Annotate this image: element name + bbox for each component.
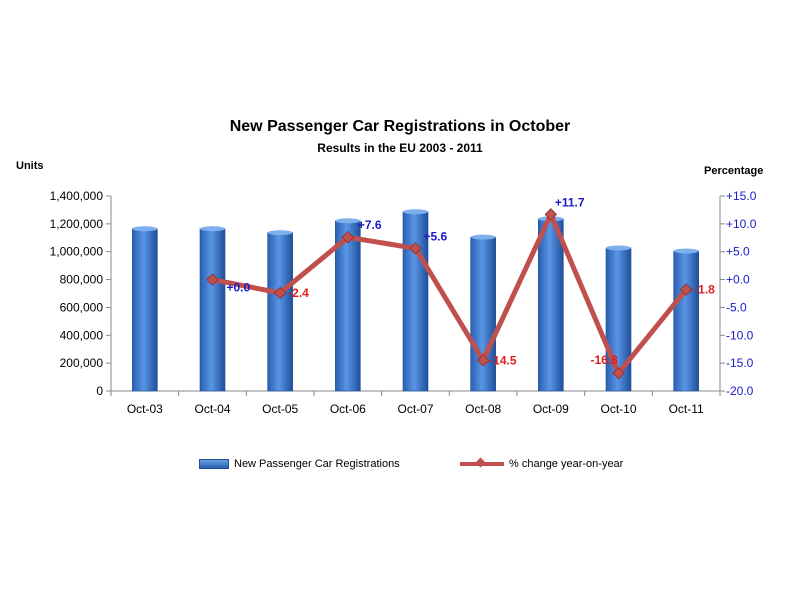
legend-item-bars: New Passenger Car Registrations [199,458,400,470]
line-series [212,211,689,376]
y2-tick-label: -5.0 [726,300,747,314]
y-tick-label: 600,000 [60,300,104,314]
bar [199,228,226,392]
y2-tick-label: -10.0 [726,328,754,342]
data-label: -2.4 [288,286,309,300]
legend-swatch-bars [199,459,229,469]
x-tick-label: Oct-09 [533,402,569,416]
chart-title: New Passenger Car Registrations in Octob… [229,118,571,135]
y-tick-label: 1,400,000 [50,189,104,203]
data-label: -1.8 [694,283,715,297]
bar-top [335,218,361,224]
bar-top [606,245,631,251]
bar [267,232,293,392]
line-point [612,366,625,380]
line-point [341,231,355,244]
line-point [206,273,219,286]
x-tick-label: Oct-05 [262,402,298,416]
bar-top [132,226,158,232]
data-label: -16.8 [591,353,619,367]
y-axis-label: Units [16,160,44,172]
line-point [409,242,422,255]
x-tick-label: Oct-11 [669,402,704,416]
bar-top [200,226,225,232]
legend-swatch-line [460,459,504,469]
y2-tick-label: +10.0 [726,217,757,231]
line-point [679,283,693,296]
bar-top [267,230,293,236]
x-tick-label: Oct-10 [600,402,636,416]
bar [132,228,158,392]
y2-tick-label: -15.0 [726,356,754,370]
x-tick-label: Oct-06 [330,402,366,416]
y2-tick-label: +0.0 [726,273,750,287]
y-tick-label: 200,000 [60,356,104,370]
y-tick-label: 1,000,000 [50,245,104,259]
data-label: +0.0 [227,281,251,295]
bar-top [673,248,699,254]
bar [402,211,429,392]
legend-label-line: % change year-on-year [509,458,624,470]
x-tick-label: Oct-04 [194,402,230,416]
bar [470,236,496,392]
bar [335,220,361,392]
x-tick-label: Oct-07 [397,402,433,416]
chart-subtitle: Results in the EU 2003 - 2011 [317,141,483,155]
y2-tick-label: -20.0 [726,384,754,398]
data-label: +11.7 [555,195,585,209]
bar-top [470,234,496,240]
data-label: +7.6 [358,218,382,232]
data-label: +5.6 [424,229,448,243]
line-point [476,354,490,367]
y-tick-label: 1,200,000 [50,217,104,231]
bar [673,250,699,392]
bar-top [403,209,428,215]
y2-axis-label: Percentage [704,165,764,177]
y2-tick-label: +15.0 [726,189,757,203]
data-label: -14.5 [489,353,517,367]
x-tick-label: Oct-08 [465,402,501,416]
line-point [273,286,287,300]
bar [538,218,564,392]
y-tick-label: 0 [96,384,103,398]
y2-tick-label: +5.0 [726,245,750,259]
legend-item-line: % change year-on-year [460,458,623,470]
legend: New Passenger Car Registrations % change… [0,458,800,478]
legend-label-bars: New Passenger Car Registrations [234,458,400,470]
y-tick-label: 400,000 [60,328,104,342]
line-point [544,208,558,221]
y-tick-label: 800,000 [60,273,104,287]
x-tick-label: Oct-03 [127,402,163,416]
